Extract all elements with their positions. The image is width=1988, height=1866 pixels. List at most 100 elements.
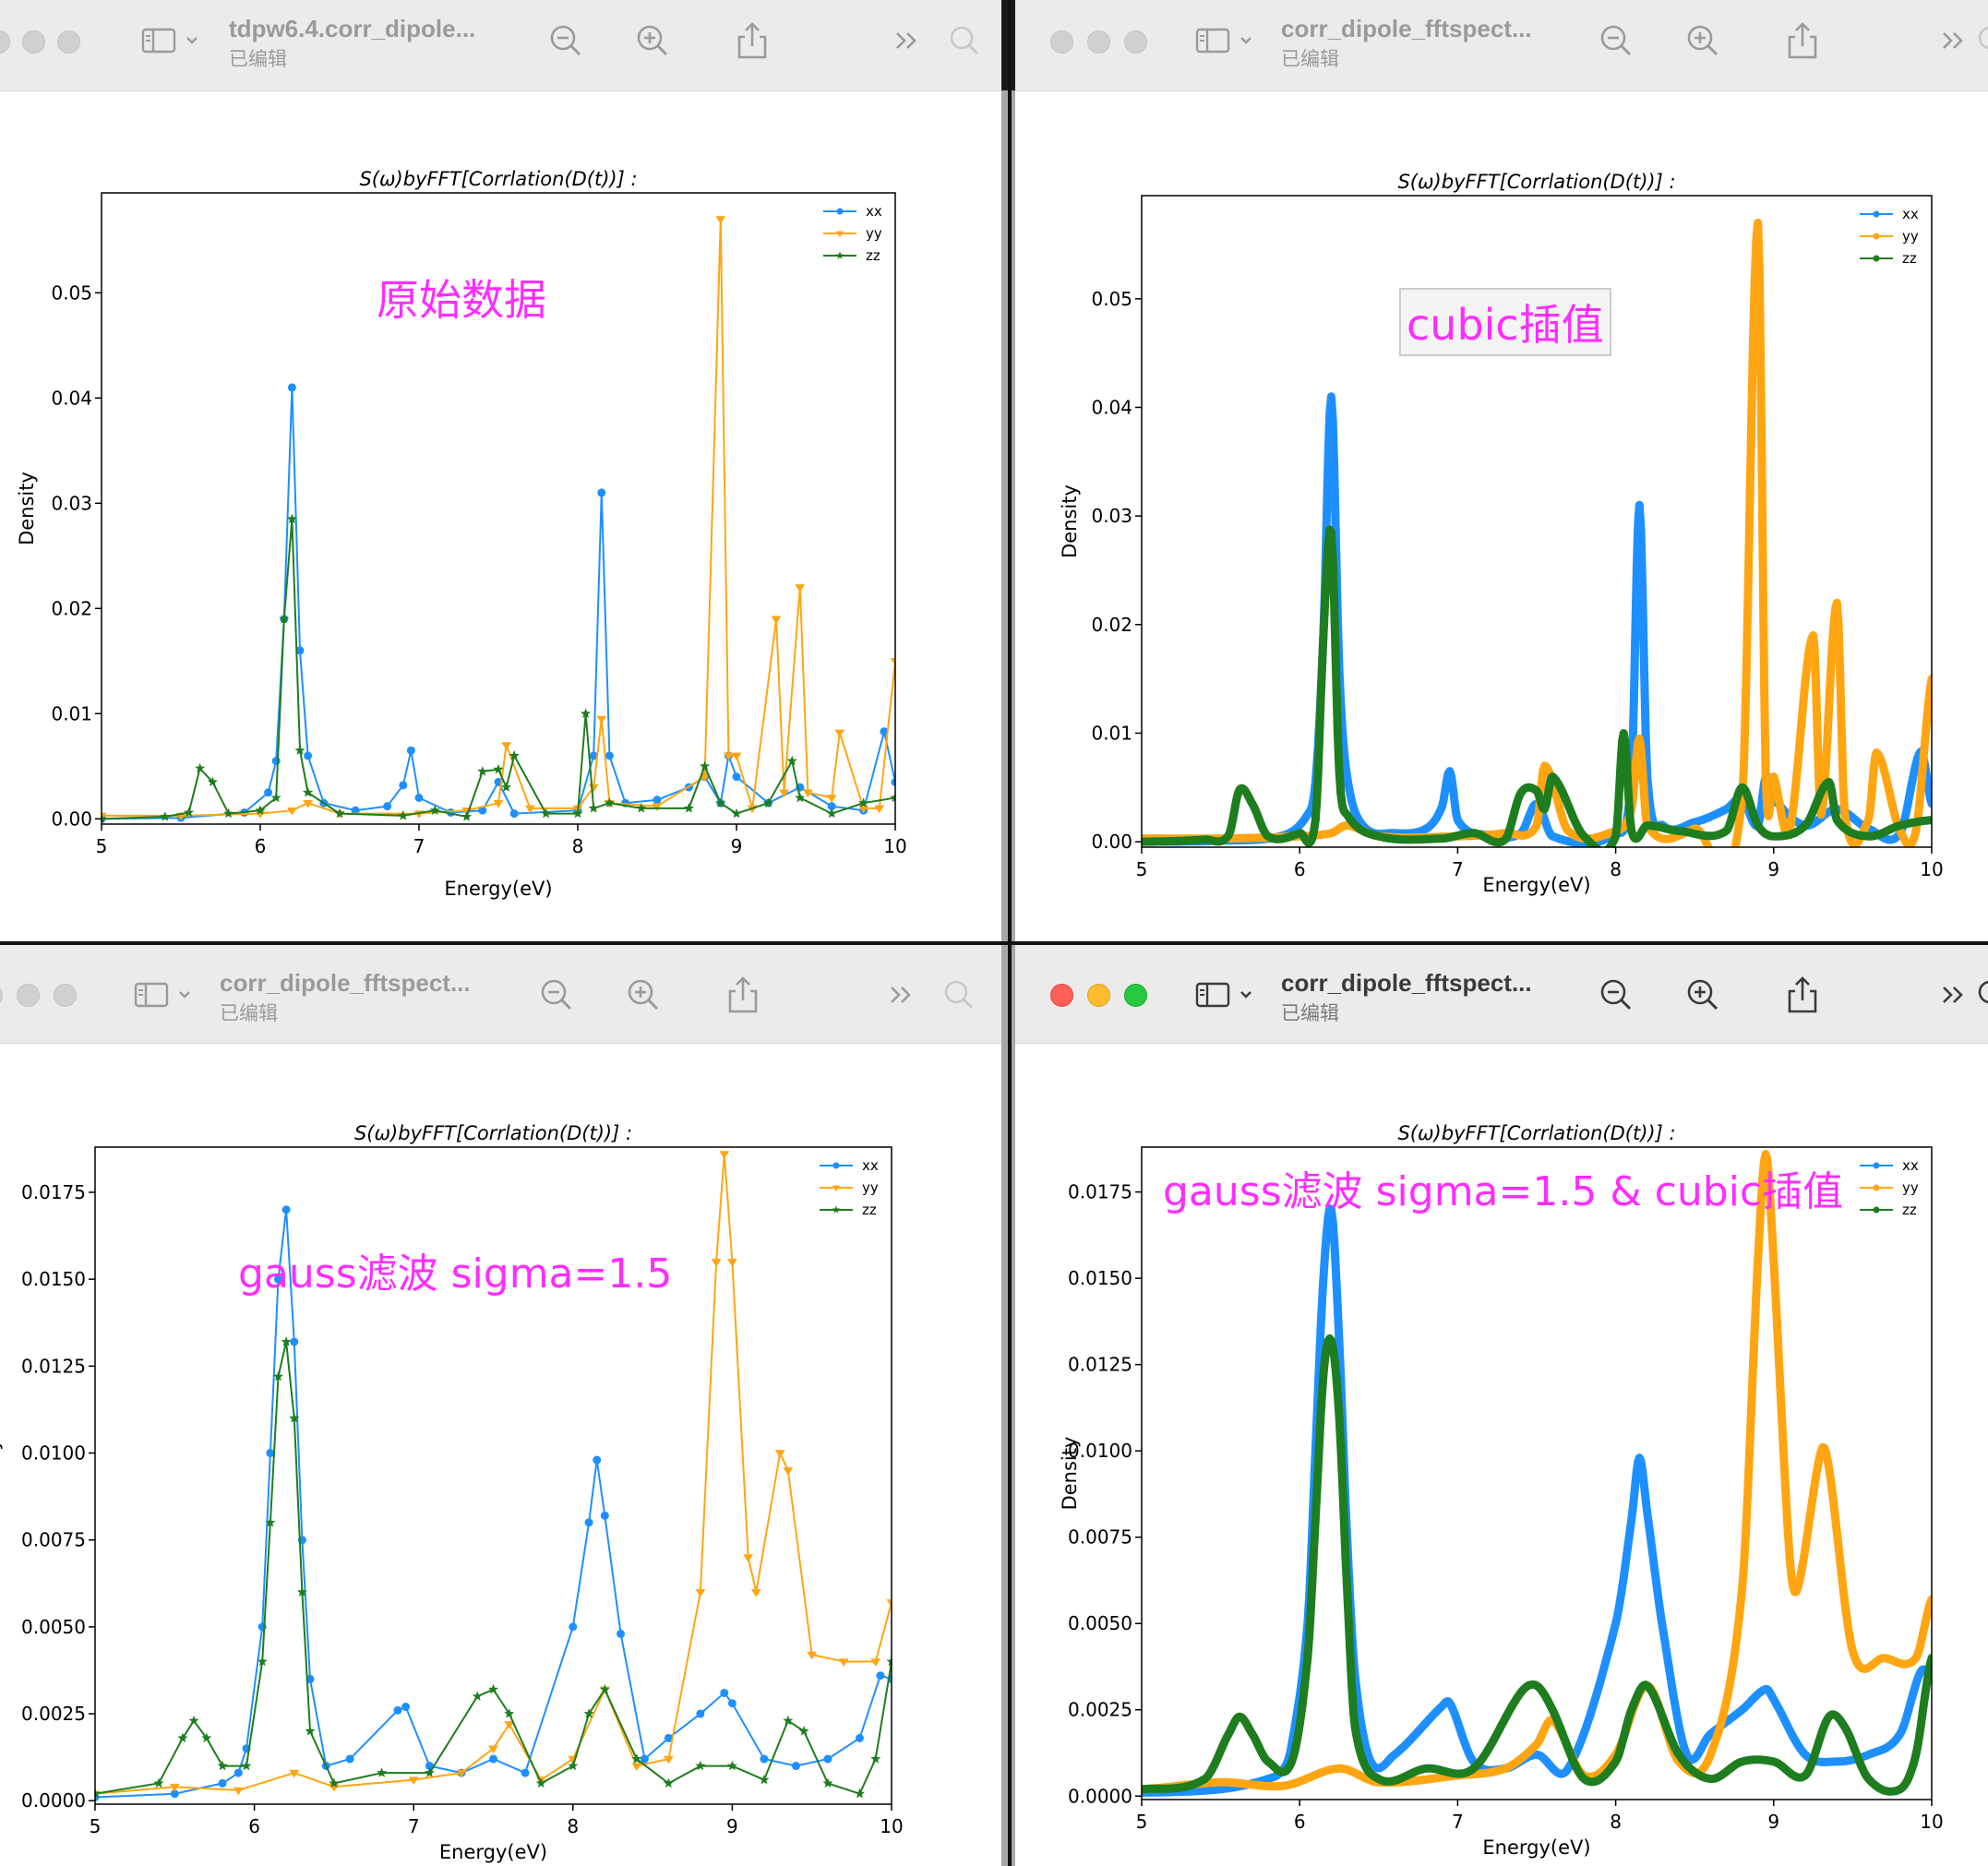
data-point-marker <box>838 1658 849 1667</box>
x-tick-label: 10 <box>1920 1811 1943 1833</box>
share-button[interactable] <box>716 975 770 1015</box>
y-tick-label: 0.05 <box>1091 288 1132 310</box>
zoom-in-button[interactable] <box>617 975 670 1015</box>
data-point-marker <box>207 776 218 787</box>
x-tick-label: 7 <box>1452 858 1464 880</box>
data-point-marker <box>886 1656 892 1667</box>
zoom-out-button[interactable] <box>1589 975 1643 1015</box>
data-point-marker <box>720 1688 729 1697</box>
zoom-in-button[interactable] <box>1676 20 1730 61</box>
more-tools-button[interactable] <box>1927 20 1981 61</box>
share-icon <box>728 976 758 1013</box>
window-titlebar[interactable]: corr_dipole_fftspect... 已编辑 <box>0 945 1001 1044</box>
more-tools-button[interactable] <box>875 975 928 1015</box>
y-axis-label: Density <box>1059 1437 1081 1511</box>
zoom-out-button[interactable] <box>530 975 583 1015</box>
data-point-marker <box>727 1699 737 1708</box>
share-button[interactable] <box>1776 975 1829 1015</box>
data-point-marker <box>731 752 742 761</box>
window-titlebar[interactable]: tdpw6.4.corr_dipole... 已编辑 <box>0 0 1001 91</box>
preview-window-gauss-cubic[interactable]: corr_dipole_fftspect... 已编辑 S(ω)byFFT[Co… <box>1015 945 1988 1866</box>
legend-entry-xx: xx <box>866 203 882 220</box>
zoom-in-button[interactable] <box>1676 975 1730 1015</box>
data-point-marker <box>201 1732 212 1743</box>
y-axis-label: Density <box>0 1439 3 1513</box>
minimize-button[interactable] <box>22 30 45 54</box>
more-tools-button[interactable] <box>1927 975 1981 1015</box>
share-button[interactable] <box>1776 20 1829 61</box>
zoom-in-button[interactable] <box>626 20 679 61</box>
share-icon <box>737 22 767 59</box>
x-axis-label: Energy(eV) <box>444 878 552 900</box>
data-point-marker <box>1873 1162 1880 1169</box>
preview-window-raw-data[interactable]: tdpw6.4.corr_dipole... 已编辑 S(ω)byFFT[Cor… <box>0 0 1001 941</box>
data-point-marker <box>1873 1206 1880 1214</box>
zoom-button[interactable] <box>57 30 80 54</box>
y-tick-label: 0.0150 <box>21 1268 86 1290</box>
x-tick-label: 6 <box>248 1815 260 1837</box>
x-tick-label: 8 <box>567 1815 579 1837</box>
data-point-marker <box>832 1205 841 1214</box>
window-titlebar[interactable]: corr_dipole_fftspect... 已编辑 <box>1015 0 1988 91</box>
zoom-button[interactable] <box>1124 30 1147 54</box>
zoom-out-button[interactable] <box>539 20 593 61</box>
minimize-button[interactable] <box>17 984 40 1007</box>
zoom-button[interactable] <box>54 984 77 1007</box>
sidebar-toggle-button[interactable] <box>137 20 207 61</box>
data-point-marker <box>855 1733 864 1742</box>
data-point-marker <box>217 1760 228 1771</box>
minimize-button[interactable] <box>1087 30 1110 54</box>
data-point-marker <box>653 795 662 805</box>
data-point-marker <box>501 782 512 792</box>
chart-figure: S(ω)byFFT[Corrlation(D(t))] : 5 6 7 8 9 10 0.00… <box>1059 1122 1944 1859</box>
window-titlebar[interactable]: corr_dipole_fftspect... 已编辑 <box>1015 945 1988 1044</box>
chart-annotation-label: 原始数据 <box>377 275 546 325</box>
data-point-marker <box>195 762 206 773</box>
data-point-marker <box>287 383 296 392</box>
x-tick-label: 10 <box>1920 858 1943 880</box>
close-button[interactable] <box>0 984 3 1007</box>
series-line-zz <box>102 519 895 820</box>
zoom-button[interactable] <box>1124 984 1147 1007</box>
sidebar-toggle-button[interactable] <box>1191 20 1261 61</box>
share-button[interactable] <box>725 20 779 61</box>
zoom-out-icon <box>1600 25 1632 56</box>
data-point-marker <box>184 807 195 818</box>
data-point-marker <box>1873 233 1880 240</box>
close-button[interactable] <box>0 30 10 54</box>
more-tools-button[interactable] <box>880 20 934 61</box>
y-tick-label: 0.0025 <box>1068 1699 1132 1721</box>
minimize-button[interactable] <box>1087 984 1110 1007</box>
data-point-marker <box>636 803 647 813</box>
sidebar-icon <box>1195 982 1251 1008</box>
sidebar-toggle-button[interactable] <box>1191 975 1261 1015</box>
close-button[interactable] <box>1050 984 1073 1007</box>
zoom-in-icon <box>637 25 668 56</box>
series-line-zz <box>1142 525 1932 847</box>
preview-window-gauss[interactable]: corr_dipole_fftspect... 已编辑 S(ω)byFFT[Co… <box>0 945 1001 1866</box>
y-tick-label: 0.0025 <box>21 1703 86 1725</box>
document-title: corr_dipole_fftspect... <box>220 969 471 997</box>
data-point-marker <box>568 1760 579 1771</box>
search-button[interactable] <box>932 975 986 1015</box>
data-point-marker <box>169 1783 180 1792</box>
search-button[interactable] <box>1966 20 1988 61</box>
zoom-out-button[interactable] <box>1589 20 1643 61</box>
search-button[interactable] <box>938 20 991 61</box>
data-point-marker <box>351 806 360 815</box>
sidebar-toggle-button[interactable] <box>129 975 199 1015</box>
data-point-marker <box>509 750 520 760</box>
data-point-marker <box>783 1715 794 1726</box>
series-line-xx <box>1142 1204 1932 1797</box>
search-button[interactable] <box>1966 975 1988 1015</box>
y-tick-label: 0.0050 <box>1068 1612 1132 1634</box>
data-point-marker <box>487 1683 499 1694</box>
zoom-in-icon <box>1687 979 1719 1011</box>
data-point-marker <box>223 807 234 819</box>
zoom-in-icon <box>628 979 659 1011</box>
data-point-marker <box>732 772 741 782</box>
close-button[interactable] <box>1050 30 1073 54</box>
preview-window-cubic[interactable]: corr_dipole_fftspect... 已编辑 S(ω)byFFT[Co… <box>1015 0 1988 941</box>
data-point-marker <box>501 742 511 750</box>
search-icon <box>1978 26 1988 50</box>
